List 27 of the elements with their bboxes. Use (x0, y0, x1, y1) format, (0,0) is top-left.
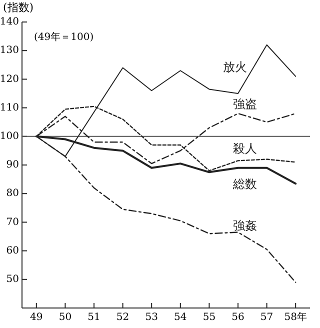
x-tick-label: 53 (145, 312, 158, 323)
series-label: 総数 (232, 177, 257, 192)
y-tick-label: 130 (0, 45, 19, 56)
y-tick-label: 100 (0, 130, 19, 142)
x-tick-label: 52 (116, 312, 130, 323)
y-tick-label: 110 (0, 102, 19, 114)
x-tick-label: 56 (232, 312, 244, 323)
y-axis-title: (指数) (3, 1, 34, 14)
y-tick-label: 60 (6, 245, 19, 256)
y-tick-label: 90 (6, 160, 19, 171)
annotation: (49年＝100) (34, 31, 94, 43)
series-label: 放火 (222, 60, 247, 74)
series-label: 強姦 (232, 218, 257, 233)
x-tick-label: 50 (58, 312, 72, 323)
x-tick-label: 55 (202, 312, 216, 323)
y-tick-label: 80 (6, 188, 19, 200)
x-tick-label: 51 (88, 312, 100, 323)
y-tick-label: 50 (6, 274, 19, 285)
x-tick-label: 58年 (284, 311, 307, 323)
y-tick-label: 120 (0, 74, 19, 85)
series-label: 殺人 (232, 141, 257, 156)
x-tick-label: 54 (174, 312, 187, 323)
y-tick-label: 140 (0, 16, 19, 28)
x-tick-label: 49 (30, 312, 43, 323)
y-tick-label: 70 (6, 216, 19, 228)
series-label: 強盗 (232, 97, 257, 112)
x-tick-label: 57 (260, 312, 274, 323)
